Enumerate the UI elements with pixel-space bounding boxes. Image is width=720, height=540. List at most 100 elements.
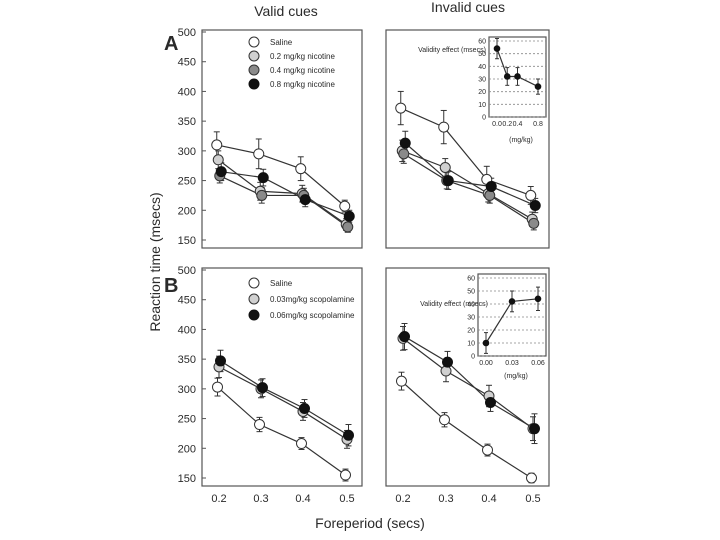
data-point [399,331,410,343]
series-line [217,386,346,476]
inset-x-tick-label: 0.4 [513,121,523,128]
inset-line [496,48,539,88]
panel-label-b: B [164,275,178,297]
inset-y-tick-label: 20 [478,89,486,96]
data-point [212,381,223,393]
y-tick-label: 400 [178,86,196,98]
data-point [398,148,410,160]
y-axis-title: Reaction time (msecs) [147,192,163,331]
y-tick-label: 400 [178,324,196,336]
inset-a-ylabel: Validity effect (msecs) [418,47,486,54]
series-line [403,153,535,224]
data-point [299,194,311,206]
y-tick-label: 150 [178,473,196,485]
panel-a-valid-frame [201,29,363,249]
data-point [343,429,354,441]
inset-y-tick-label: 0 [471,354,475,361]
data-point [343,210,355,222]
data-point [296,438,307,450]
inset-y-tick-label: 40 [467,302,475,309]
legend-b-label-003: 0.03mg/kg scopolamine [270,295,355,304]
data-point [339,200,351,212]
data-point [395,102,407,114]
panel-label-a: A [164,33,178,55]
legend-a: Saline 0.2 mg/kg nicotine 0.4 mg/kg nico… [248,36,335,90]
y-tick-label: 300 [178,384,196,396]
data-point [442,356,453,368]
inset-b-xlabel: (mg/kg) [504,373,528,380]
tick-labels: 15020025030035040045050001020304050600.0… [178,27,545,505]
series-line [220,360,349,436]
data-point [438,121,450,133]
y-tick-label: 200 [178,443,196,455]
data-point [253,148,265,160]
inset-y-tick-label: 60 [478,39,486,46]
x-tick-label: 0.4 [481,493,496,505]
x-tick-label: 0.3 [438,493,453,505]
inset-y-tick-label: 50 [467,289,475,296]
inset-y-tick-label: 30 [478,77,486,84]
inset-data-point [482,339,490,347]
data-point [212,154,224,166]
legend-a-marker-04 [248,64,260,76]
legend-a-label-02: 0.2 mg/kg nicotine [270,52,335,61]
data-point [399,137,411,149]
inset-x-tick-label: 0.06 [531,360,545,367]
data-point [485,181,497,193]
data-point [528,217,540,229]
inset-y-tick-label: 60 [467,276,475,283]
legend-b-marker-006 [248,309,260,321]
x-tick-label: 0.5 [525,493,540,505]
data-point [525,189,537,201]
inset-b-ylabel: Validity effect (msecs) [420,301,488,308]
inset-data-point [503,73,511,80]
y-tick-label: 450 [178,57,196,69]
y-tick-label: 150 [178,235,196,247]
data-point [482,444,493,456]
data-point [254,419,265,431]
panel-b-valid-frame [201,267,363,487]
series-line [404,336,535,430]
data-point [440,365,452,377]
series-line [219,175,349,228]
y-tick-label: 500 [178,27,196,39]
x-tick-label: 0.5 [339,493,354,505]
inset-y-tick-label: 0 [482,115,486,122]
inset-y-tick-label: 10 [478,102,486,109]
series-line [218,366,348,440]
series-line [402,337,534,430]
legend-a-label-saline: Saline [270,38,293,47]
inset-data-point [534,83,542,90]
inset-y-tick-label: 20 [467,328,475,335]
y-tick-label: 300 [178,146,196,158]
y-tick-label: 350 [178,116,196,128]
legend-b-marker-003 [248,293,260,305]
legend-a-marker-08 [248,78,260,90]
legend-a-label-04: 0.4 mg/kg nicotine [270,66,335,75]
data-point [256,189,268,201]
data-point [485,397,496,409]
col-title-invalid: Invalid cues [431,0,505,15]
data-point [215,166,227,178]
data-point [342,221,354,233]
data-point [439,414,450,426]
series-line [400,107,531,196]
inset-y-tick-label: 50 [478,51,486,58]
y-tick-label: 200 [178,205,196,217]
inset-x-tick-label: 0.03 [505,360,519,367]
inset-x-tick-label: 0.00 [479,360,493,367]
x-tick-label: 0.2 [395,493,410,505]
series-line [221,171,350,217]
inset-y-tick-label: 10 [467,341,475,348]
x-tick-label: 0.2 [211,493,226,505]
data-point [442,175,454,187]
legend-a-marker-02 [248,50,260,62]
series-lines [216,48,539,479]
inset-x-tick-label: 0.0 [492,121,502,128]
data-point [211,139,223,151]
data-point [529,200,541,212]
series-line [404,142,536,207]
inset-data-point [493,45,501,52]
panel-b-invalid-frame [385,267,550,487]
data-point [215,355,226,367]
